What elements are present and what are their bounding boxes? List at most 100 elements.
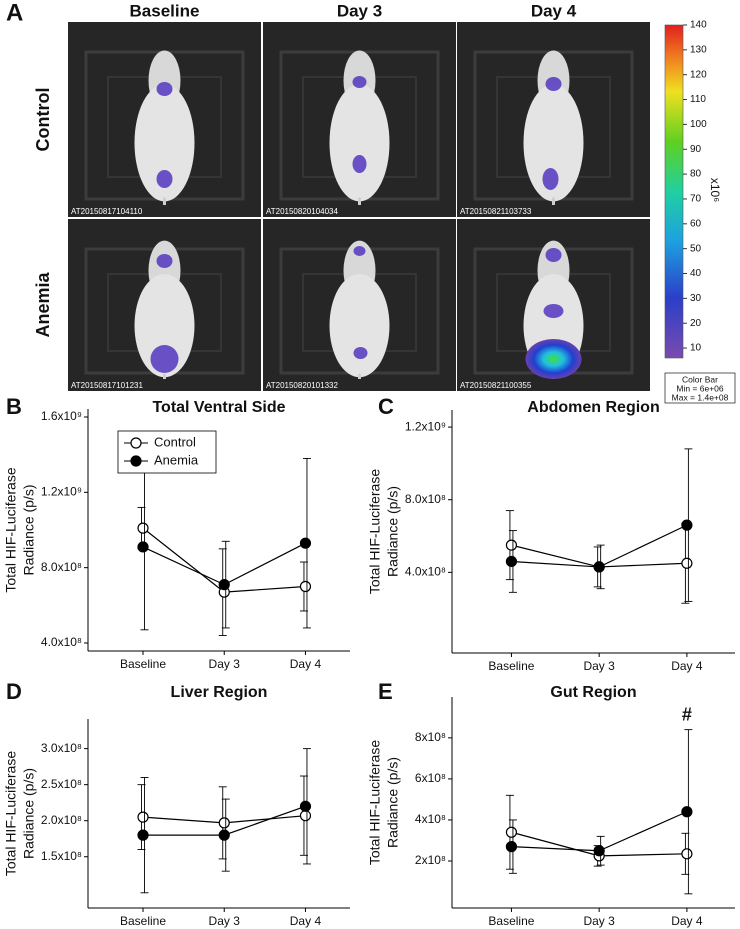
panel-label: E [378,679,393,704]
y-axis-label: Radiance (p/s) [385,486,401,577]
signal-blob [352,155,367,173]
mouse-image: AT20150820101332 [263,219,456,391]
data-point [218,817,230,829]
y-tick-label: 8.0x10⁸ [405,492,446,506]
data-point [299,580,312,593]
image-id: AT20150817101231 [71,381,143,390]
mouse-image: AT20150820104034 [263,22,456,217]
data-point [137,829,149,841]
color-bar-tick-label: 110 [690,94,706,105]
x-tick-label: Day 4 [290,657,322,671]
x-tick-label: Day 4 [290,914,322,928]
column-label: Baseline [130,1,200,20]
annotation: # [682,704,692,724]
x-tick-label: Day 3 [209,914,241,928]
series-line [511,524,688,568]
series-line [511,811,688,852]
data-point [137,811,149,823]
signal-blob [156,254,173,268]
data-point [137,522,149,534]
y-tick-label: 1.5x10⁸ [41,849,82,863]
y-tick-label: 6x10⁸ [415,771,446,785]
y-tick-label: 1.2x10⁹ [41,485,82,499]
data-point [593,845,605,857]
signal-blob [542,168,559,190]
y-tick-label: 8.0x10⁸ [41,560,82,574]
image-id: AT20150821100355 [460,381,532,390]
chart-title: Abdomen Region [527,399,659,416]
data-point [299,537,312,549]
color-bar-tick-label: 120 [690,69,707,80]
data-point [681,519,693,531]
column-label: Day 4 [531,1,577,20]
mouse-body [329,274,390,378]
image-id: AT20150820101332 [266,381,338,390]
data-point [505,539,518,551]
y-axis-label: Radiance (p/s) [21,768,37,859]
signal-blob [545,77,562,91]
color-bar-unit: x10⁶ [708,178,722,202]
legend-marker [130,437,142,449]
panel-label: D [6,679,22,704]
x-tick-label: Baseline [488,914,534,928]
color-bar-tick-label: 60 [690,218,702,229]
chart-title: Gut Region [550,684,636,701]
color-bar-tick-label: 70 [690,194,702,205]
column-label: Day 3 [337,1,382,20]
y-tick-label: 8x10⁸ [415,730,446,744]
color-bar-tick-label: 40 [690,268,702,279]
color-bar [664,24,684,359]
panel-label: C [378,394,394,419]
y-axis-label: Total HIF-Luciferase [3,467,19,592]
data-point [681,848,693,860]
mouse-body [329,84,390,202]
data-point [218,579,230,591]
x-tick-label: Day 4 [671,914,703,928]
color-bar-tick-label: 30 [690,293,702,304]
x-tick-label: Day 4 [671,659,703,673]
image-id: AT20150817104110 [71,207,143,216]
series-line [142,542,306,586]
y-axis-label: Total HIF-Luciferase [3,751,19,876]
legend-label: Anemia [154,452,199,467]
panel-label: B [6,394,22,419]
color-bar-box [664,372,736,404]
y-tick-label: 4.0x10⁸ [41,635,82,649]
y-axis-label: Total HIF-Luciferase [367,740,383,865]
y-tick-label: 3.0x10⁸ [41,741,82,755]
y-tick-label: 1.2x10⁹ [405,419,446,433]
legend-label: Control [154,434,196,449]
row-label: Control [33,88,53,152]
data-point [505,826,518,838]
data-point [299,810,312,822]
signal-blob [352,76,367,88]
data-point [505,555,518,568]
mouse-body [523,84,584,202]
signal-blob [156,170,173,188]
color-bar-tick-label: 90 [690,144,702,155]
mouse-image: AT20150817101231 [68,219,261,391]
image-id: AT20150821103733 [460,207,532,216]
signal-blob [545,248,562,262]
signal-blob [543,304,564,318]
y-axis-label: Radiance (p/s) [385,757,401,848]
y-tick-label: 1.6x10⁹ [41,409,82,423]
chart-title: Total Ventral Side [152,399,285,416]
mouse-image: AT20150821103733 [457,22,650,217]
signal-blob [353,246,366,256]
color-bar-tick-label: 100 [690,119,707,130]
color-bar-box-text: Color Bar [682,374,718,384]
signal-blob [525,339,582,379]
y-tick-label: 4.0x10⁸ [405,565,446,579]
data-point [299,800,312,812]
signal-blob [353,347,368,359]
y-tick-label: 2x10⁸ [415,853,446,867]
y-tick-label: 2.5x10⁸ [41,777,82,791]
image-id: AT20150820104034 [266,207,338,216]
data-point [593,561,605,573]
data-point [681,557,693,569]
mouse-image: AT20150817104110 [68,22,261,217]
signal-blob [150,345,179,373]
mouse-body [134,274,195,378]
